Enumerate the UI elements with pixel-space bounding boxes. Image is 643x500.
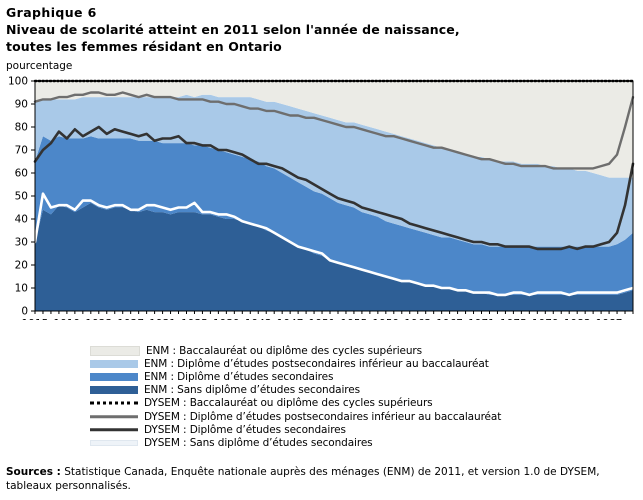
y-tick-label: 20 xyxy=(15,260,28,272)
y-tick-label: 100 xyxy=(8,76,28,88)
area-enmdiplmedtudespostsecondairesinfrieuraubaccalaurat xyxy=(35,94,633,247)
legend-swatch-icon xyxy=(90,372,138,381)
legend-item[interactable]: ENM : Diplôme d’études postsecondaires i… xyxy=(90,357,643,370)
x-tick-label: 1979 xyxy=(532,318,559,320)
x-tick-label: 1931 xyxy=(149,318,176,320)
x-tick-label: 1975 xyxy=(500,318,527,320)
y-tick-label: 10 xyxy=(15,283,28,295)
figure-label: Graphique 6 xyxy=(6,5,97,20)
legend-item-label: ENM : Diplôme d’études postsecondaires i… xyxy=(144,357,489,370)
sources-text: Statistique Canada, Enquête nationale au… xyxy=(6,466,600,492)
x-tick-label: 1983 xyxy=(564,318,591,320)
legend-swatch-icon xyxy=(90,359,138,368)
y-tick-label: 50 xyxy=(15,191,28,203)
y-tick-label: 40 xyxy=(15,214,28,226)
x-tick-label: 1967 xyxy=(436,318,463,320)
legend-item[interactable]: DYSEM : Baccalauréat ou diplôme des cycl… xyxy=(90,397,643,410)
legend-swatch-icon xyxy=(90,386,138,395)
x-tick-label: 1927 xyxy=(117,318,144,320)
x-tick-label: 1923 xyxy=(85,318,112,320)
legend-item[interactable]: DYSEM : Sans diplôme d’études secondaire… xyxy=(90,436,643,449)
legend-item-label: DYSEM : Diplôme d’études secondaires xyxy=(144,423,346,436)
x-tick-label: 1935 xyxy=(181,318,208,320)
legend-item[interactable]: ENM : Diplôme d’études secondaires xyxy=(90,370,643,383)
x-tick-label: 1919 xyxy=(54,318,81,320)
legend-swatch-icon xyxy=(90,345,140,356)
legend-line-icon xyxy=(90,399,138,408)
legend-item[interactable]: ENM : Sans diplôme d’études secondaires xyxy=(90,384,643,397)
x-tick-label: 1943 xyxy=(245,318,272,320)
legend-item-label: ENM : Baccalauréat ou diplôme des cycles… xyxy=(146,344,423,357)
y-tick-label: 70 xyxy=(15,145,28,157)
line-dysemsansdiplmedtudessecondaires xyxy=(33,192,635,297)
y-tick-label: 90 xyxy=(15,99,28,111)
y-tick-label: 80 xyxy=(15,122,28,134)
legend-line-icon xyxy=(90,438,138,447)
x-tick-label: 1963 xyxy=(404,318,431,320)
legend-item-label: ENM : Sans diplôme d’études secondaires xyxy=(144,384,361,397)
chart-plot-area: 0 10 20 30 40 50 60 70 80 90 100 1915 1919 1923 1927 19… xyxy=(0,75,643,320)
legend-item-label: DYSEM : Sans diplôme d’études secondaire… xyxy=(144,436,373,449)
title-block: Graphique 6 Niveau de scolarité atteint … xyxy=(6,4,626,55)
y-axis-unit-label: pourcentage xyxy=(6,60,73,72)
x-tick-label: 1959 xyxy=(372,318,399,320)
legend-item[interactable]: ENM : Baccalauréat ou diplôme des cycles… xyxy=(90,344,643,357)
line-dysemdiplmedtudessecondaires xyxy=(33,125,635,251)
legend-item-label: DYSEM : Diplôme d’études postsecondaires… xyxy=(144,410,502,423)
legend-item[interactable]: DYSEM : Diplôme d’études secondaires xyxy=(90,423,643,436)
line-dysemdiplmedtudespostsecondairesinfrieuraubaccalaurat xyxy=(33,91,635,170)
legend-line-icon xyxy=(90,425,138,434)
area-enmdiplmedtudessecondaires xyxy=(35,136,633,295)
page-title-line1: Niveau de scolarité atteint en 2011 selo… xyxy=(6,22,460,37)
legend-item-label: ENM : Diplôme d’études secondaires xyxy=(144,370,334,383)
sources-note: Sources : Statistique Canada, Enquête na… xyxy=(6,465,636,493)
legend-item-label: DYSEM : Baccalauréat ou diplôme des cycl… xyxy=(144,397,433,410)
area-enmsansdiplmedtudessecondaires xyxy=(35,202,633,311)
area-enmbaccalauratoudiplmedescyclessuprieurs xyxy=(35,81,633,178)
x-tick-label: 1987 xyxy=(596,318,623,320)
x-tick-label: 1947 xyxy=(277,318,304,320)
chart-legend: ENM : Baccalauréat ou diplôme des cycles… xyxy=(90,344,643,450)
y-tick-label: 60 xyxy=(15,168,28,180)
x-tick-label: 1971 xyxy=(468,318,495,320)
y-tick-label: 0 xyxy=(21,306,28,318)
x-tick-label: 1955 xyxy=(341,318,368,320)
x-tick-label: 1939 xyxy=(213,318,240,320)
y-tick-label: 30 xyxy=(15,237,28,249)
page-title-line2: toutes les femmes résidant en Ontario xyxy=(6,39,282,54)
legend-line-icon xyxy=(90,412,138,421)
legend-item[interactable]: DYSEM : Diplôme d’études postsecondaires… xyxy=(90,410,643,423)
x-tick-label: 1915 xyxy=(22,318,49,320)
x-tick-label: 1951 xyxy=(309,318,336,320)
sources-label: Sources : xyxy=(6,466,61,478)
chart-svg: 0 10 20 30 40 50 60 70 80 90 100 1915 1919 1923 1927 19… xyxy=(8,76,635,320)
